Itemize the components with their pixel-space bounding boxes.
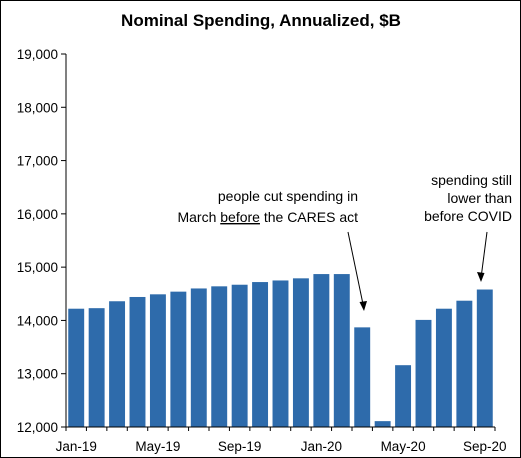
- y-tick-label: 12,000: [17, 420, 58, 435]
- bar-jan-19: [68, 308, 85, 427]
- annotation-march-arrowhead: [359, 301, 367, 311]
- bar-jan-20: [313, 274, 330, 427]
- bar-apr-19: [129, 296, 146, 427]
- bar-jun-19: [170, 291, 187, 427]
- chart-title: Nominal Spending, Annualized, $B: [121, 11, 401, 30]
- y-tick-label: 13,000: [17, 367, 58, 382]
- bar-jun-20: [415, 319, 432, 427]
- x-tick-label: Sep-20: [463, 439, 507, 454]
- y-tick-label: 16,000: [17, 207, 58, 222]
- y-tick-label: 17,000: [17, 154, 58, 169]
- bar-feb-20: [333, 274, 350, 427]
- bar-aug-20: [456, 300, 473, 427]
- bar-may-19: [149, 294, 166, 427]
- annotation-march-line1: people cut spending in: [218, 188, 358, 204]
- y-tick-label: 15,000: [17, 260, 58, 275]
- annotation-march-arrow: [347, 231, 365, 310]
- bar-sep-20: [476, 289, 493, 427]
- y-tick-label: 14,000: [17, 313, 58, 328]
- annotation-march-line2: March before the CARES act: [177, 209, 358, 225]
- annotation-covid-line2: lower than: [447, 190, 512, 206]
- bar-feb-19: [88, 308, 105, 427]
- bar-jul-20: [435, 308, 452, 427]
- y-tick-label: 18,000: [17, 100, 58, 115]
- y-axis: 12,000 13,000 14,000 15,000 16,000 17,000 18,0…: [17, 47, 67, 435]
- annotation-covid-line1: spending still: [431, 172, 512, 188]
- annotation-covid-arrow: [480, 231, 488, 279]
- y-tick-label: 19,000: [17, 47, 58, 62]
- annotation-underlined-word: before: [220, 209, 260, 225]
- bar-dec-19: [292, 278, 309, 427]
- bar-mar-19: [109, 301, 126, 427]
- bar-mar-20: [354, 327, 371, 427]
- x-tick-label: May-20: [381, 439, 426, 454]
- bar-nov-19: [272, 280, 289, 427]
- bar-aug-19: [211, 286, 228, 427]
- x-axis: Jan-19 May-19 Sep-19 Jan-20 May-20 Sep-20: [56, 426, 507, 454]
- x-tick-label: Jan-20: [301, 439, 342, 454]
- bar-may-20: [395, 365, 412, 427]
- x-tick-label: Jan-19: [56, 439, 97, 454]
- bar-oct-19: [252, 282, 269, 427]
- bar-jul-19: [190, 288, 207, 427]
- annotation-covid-line3: before COVID: [424, 208, 512, 224]
- annotation-covid-lower: spending still lower than before COVID: [424, 172, 512, 282]
- x-tick-label: Sep-19: [218, 439, 262, 454]
- annotation-march-drop: people cut spending in March before the …: [177, 188, 367, 311]
- x-tick-label: May-19: [135, 439, 180, 454]
- annotation-covid-arrowhead: [477, 272, 485, 282]
- bar-apr-20: [374, 421, 391, 427]
- bar-series: [68, 274, 493, 427]
- bar-sep-19: [231, 284, 248, 427]
